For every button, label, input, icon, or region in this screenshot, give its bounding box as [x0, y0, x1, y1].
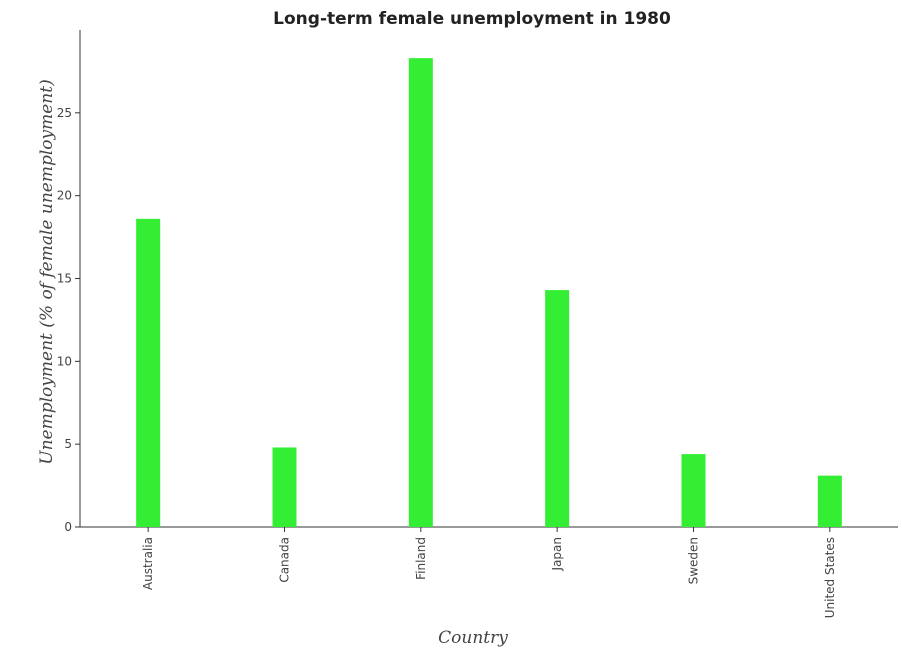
y-tick-label: 20 — [57, 189, 72, 203]
y-tick-label: 0 — [64, 520, 72, 534]
plot-area: 0 5 10 15 20 25 Australia Canada Finland Japan Swe… — [57, 30, 898, 618]
x-axis-label: Country — [438, 628, 508, 648]
bar-sweden — [681, 454, 706, 527]
x-tick-label: Japan — [550, 537, 564, 571]
bar-canada — [272, 447, 297, 527]
x-tick-label: Australia — [141, 537, 155, 590]
x-tick-label: Sweden — [687, 537, 701, 584]
x-tick-label: Canada — [278, 537, 292, 583]
bar-finland — [408, 58, 433, 528]
y-tick-label: 15 — [57, 272, 72, 286]
y-axis-label: Unemployment (% of female unemployment) — [37, 79, 57, 464]
chart-title: Long-term female unemployment in 1980 — [273, 9, 671, 29]
y-tick-label: 5 — [64, 437, 72, 451]
bar-united-states — [817, 475, 842, 527]
x-tick-label: United States — [823, 537, 837, 618]
bar-australia — [136, 218, 161, 528]
bar-japan — [545, 290, 570, 527]
y-tick-label: 10 — [57, 354, 72, 368]
y-tick-label: 25 — [57, 106, 72, 120]
x-tick-label: Finland — [414, 537, 428, 580]
